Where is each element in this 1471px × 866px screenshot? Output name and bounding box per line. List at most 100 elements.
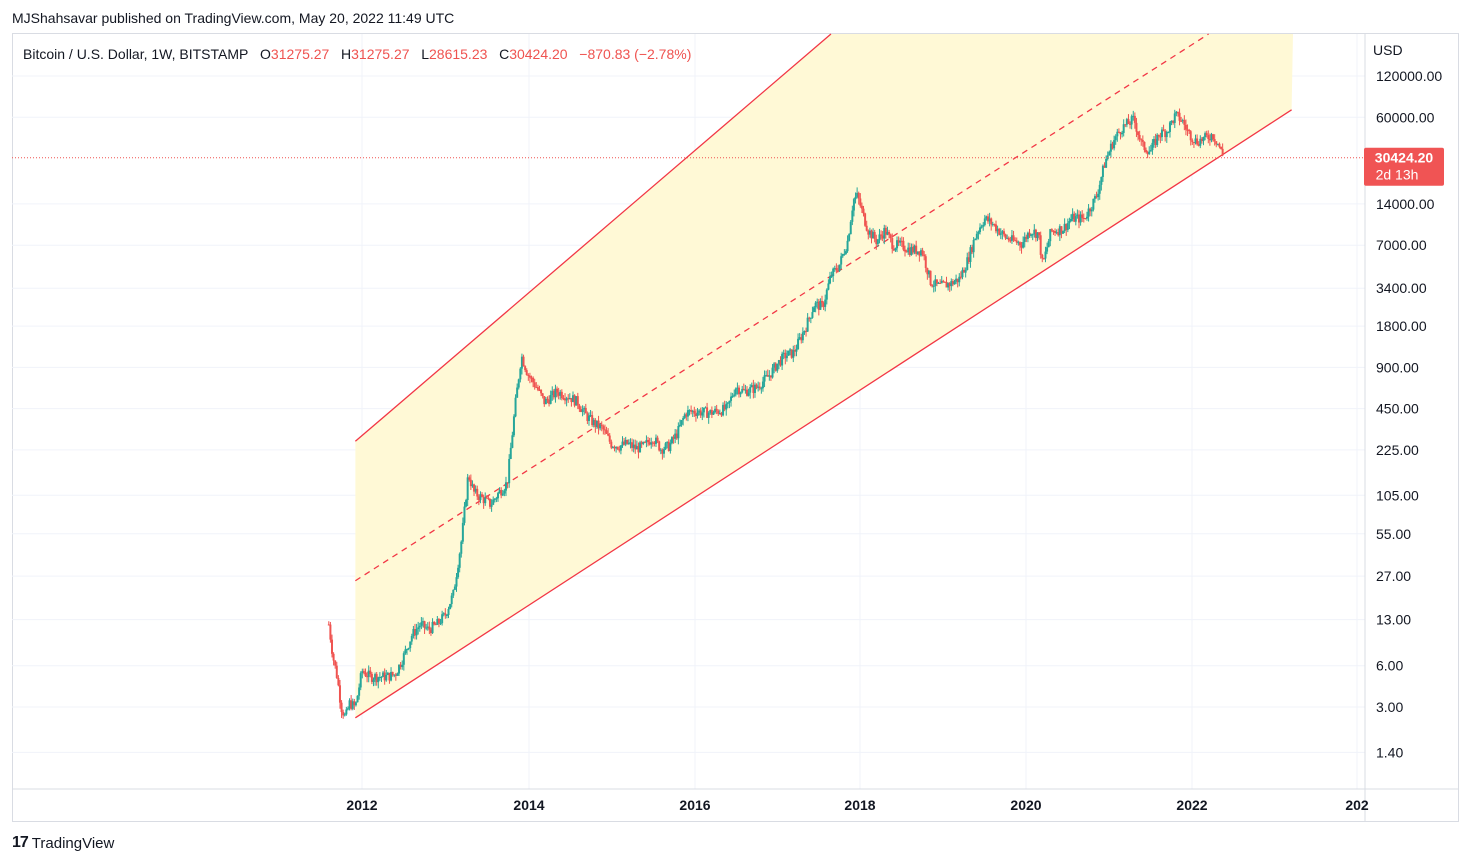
candle-body-145 xyxy=(559,391,562,396)
candle-body-323 xyxy=(843,253,846,255)
candle-body-351 xyxy=(888,231,891,235)
time-tick-5: 2022 xyxy=(1176,797,1207,813)
candle-body-485 xyxy=(1101,165,1104,177)
candle-body-416 xyxy=(991,224,994,226)
candle-body-304 xyxy=(813,307,816,313)
candle-body-115 xyxy=(511,435,514,448)
candle-body-451 xyxy=(1047,241,1050,248)
candle-body-221 xyxy=(680,420,683,425)
symbol-name[interactable]: Bitcoin / U.S. Dollar, 1W, BITSTAMP xyxy=(23,46,249,62)
candle-body-552 xyxy=(1208,138,1211,141)
candle-body-258 xyxy=(739,392,742,395)
candle-body-143 xyxy=(556,388,559,393)
candle-body-406 xyxy=(975,233,978,239)
candle-body-146 xyxy=(560,391,563,399)
candle-body-237 xyxy=(706,407,709,418)
candle-body-21 xyxy=(361,671,364,674)
candle-body-357 xyxy=(897,240,900,243)
candle-body-159 xyxy=(581,409,584,413)
candle-body-311 xyxy=(824,299,827,307)
candle-body-322 xyxy=(841,254,844,257)
candle-body-436 xyxy=(1023,236,1026,243)
time-tick-1: 2014 xyxy=(513,797,544,813)
candle-body-513 xyxy=(1146,152,1149,155)
candle-body-358 xyxy=(899,240,902,243)
close-value: 30424.20 xyxy=(509,46,568,62)
candle-body-364 xyxy=(908,247,911,255)
candle-body-516 xyxy=(1151,142,1154,151)
candle-body-270 xyxy=(758,386,761,389)
candle-body-547 xyxy=(1200,138,1203,142)
symbol-legend: Bitcoin / U.S. Dollar, 1W, BITSTAMP O312… xyxy=(23,46,691,62)
candle-body-421 xyxy=(999,233,1002,235)
candle-body-131 xyxy=(536,387,539,390)
candle-body-8 xyxy=(340,702,343,713)
candle-body-6 xyxy=(337,677,340,686)
candle-body-299 xyxy=(805,330,808,332)
candle-body-483 xyxy=(1098,184,1101,194)
candle-body-188 xyxy=(627,442,630,444)
low-label: L xyxy=(421,46,429,62)
candle-body-477 xyxy=(1089,208,1092,212)
candle-body-31 xyxy=(377,677,380,683)
candle-body-457 xyxy=(1057,232,1060,236)
candle-body-265 xyxy=(750,385,753,388)
candle-body-471 xyxy=(1079,214,1082,223)
candle-body-250 xyxy=(726,402,729,404)
candle-body-374 xyxy=(924,256,927,268)
candle-body-430 xyxy=(1014,240,1017,242)
candle-body-424 xyxy=(1004,234,1007,239)
candle-body-81 xyxy=(457,567,460,578)
candle-body-453 xyxy=(1050,229,1053,231)
close-label: C xyxy=(499,46,510,62)
candle-body-462 xyxy=(1065,223,1068,230)
candle-body-229 xyxy=(693,410,696,414)
candle-body-9 xyxy=(342,712,345,716)
candle-body-371 xyxy=(919,250,922,256)
candle-body-29 xyxy=(374,674,377,680)
candle-body-133 xyxy=(540,389,543,394)
candle-body-94 xyxy=(477,496,480,500)
candle-body-73 xyxy=(444,613,447,616)
candle-body-515 xyxy=(1149,150,1152,152)
candle-body-370 xyxy=(918,251,921,256)
candle-body-344 xyxy=(876,239,879,245)
candle-body-242 xyxy=(714,408,717,413)
candle-body-16 xyxy=(353,701,356,706)
candle-body-429 xyxy=(1012,235,1015,241)
candle-body-224 xyxy=(685,414,688,417)
candle-body-284 xyxy=(781,353,784,366)
candle-body-353 xyxy=(891,238,894,249)
candle-body-387 xyxy=(945,281,948,288)
candle-body-212 xyxy=(666,441,669,444)
candle-body-17 xyxy=(354,702,357,706)
candle-body-190 xyxy=(631,442,634,448)
candle-body-533 xyxy=(1178,112,1181,121)
footer-brand[interactable]: 17 TradingView xyxy=(12,834,114,852)
candle-body-368 xyxy=(915,245,918,254)
candle-body-152 xyxy=(570,398,573,403)
candle-body-518 xyxy=(1154,139,1157,145)
candle-body-249 xyxy=(725,403,728,410)
time-tick-4: 2020 xyxy=(1010,797,1041,813)
candle-body-553 xyxy=(1210,134,1213,141)
candle-body-497 xyxy=(1121,132,1124,135)
candle-body-437 xyxy=(1025,236,1028,239)
candle-body-3 xyxy=(332,653,335,661)
candle-body-225 xyxy=(686,410,689,417)
candle-body-55 xyxy=(415,629,418,636)
candle-body-90 xyxy=(471,484,474,487)
candle-body-105 xyxy=(495,498,498,500)
candle-body-372 xyxy=(921,250,924,255)
candle-body-86 xyxy=(465,500,468,507)
candle-body-287 xyxy=(785,355,788,359)
candle-body-476 xyxy=(1087,208,1090,217)
candle-body-352 xyxy=(889,234,892,239)
candle-body-410 xyxy=(982,224,985,227)
candle-body-231 xyxy=(696,412,699,416)
candle-body-292 xyxy=(793,350,796,352)
candle-body-479 xyxy=(1092,198,1095,210)
candle-body-51 xyxy=(409,641,412,649)
